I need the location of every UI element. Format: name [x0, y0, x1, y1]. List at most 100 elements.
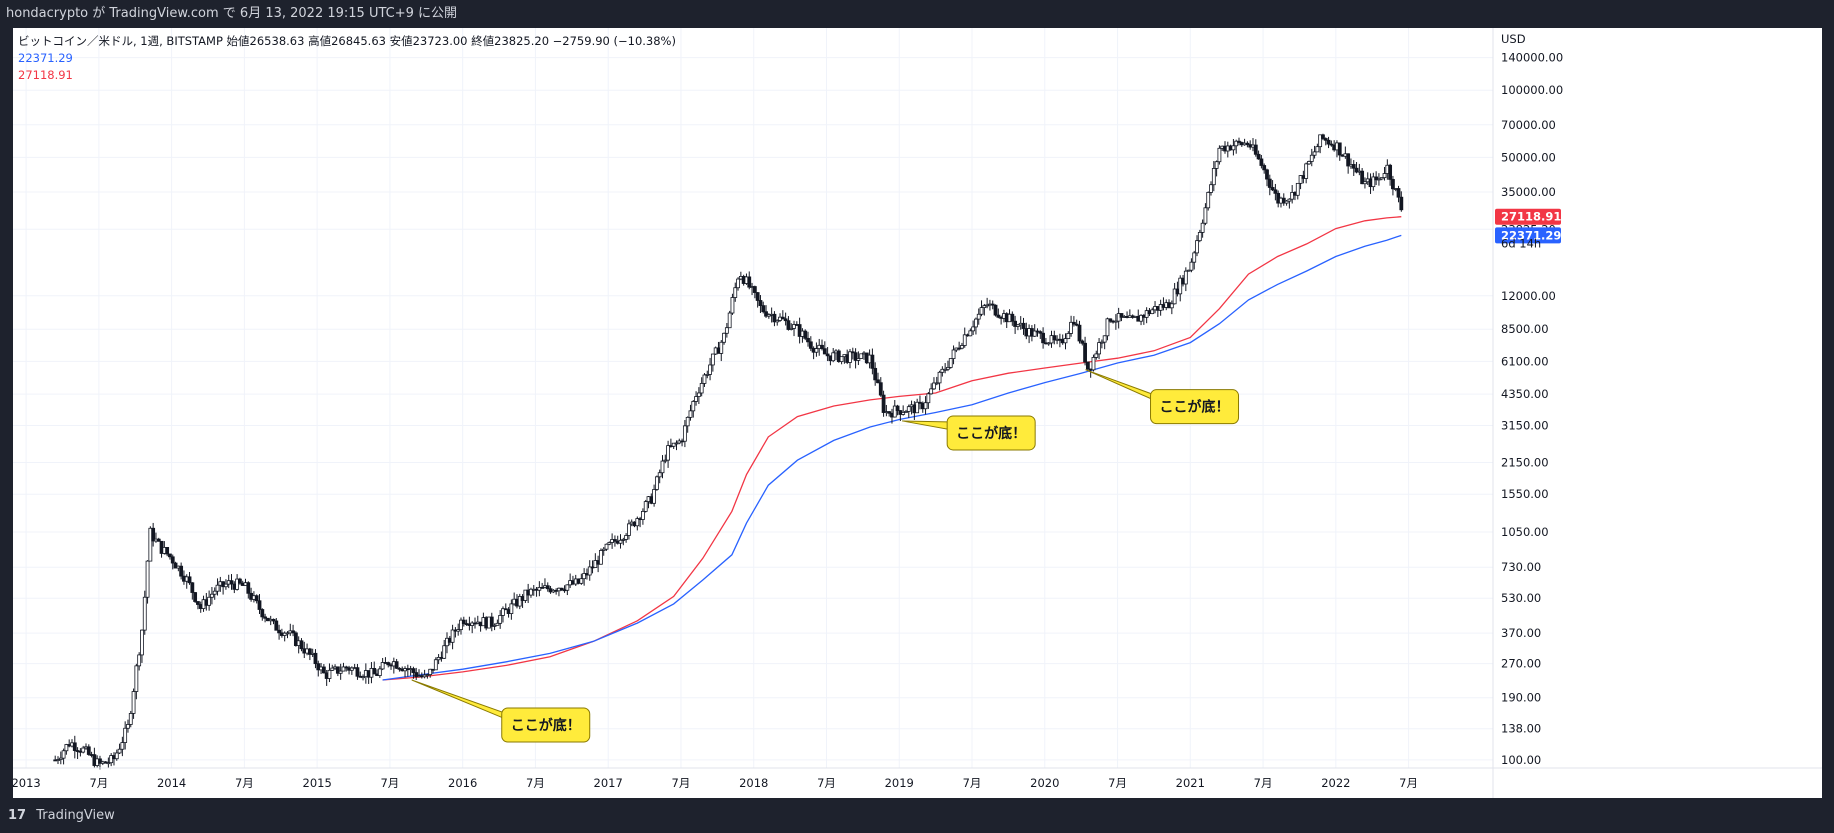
candle-body [501, 608, 505, 616]
candle-body [246, 582, 251, 594]
price-axis-tick-label: 6100.00 [1501, 354, 1549, 368]
candle-body [682, 425, 687, 442]
price-axis-unit: USD [1501, 32, 1526, 46]
candle-body [1186, 269, 1191, 272]
candle-body [545, 585, 550, 590]
price-axis[interactable]: USD 140000.00 100000.00 70000.00 50000.00 35… [1501, 32, 1563, 767]
candle-body [498, 615, 503, 624]
candle-body [137, 654, 142, 667]
price-axis-tick-label: 8500.00 [1501, 322, 1549, 336]
candle-body [411, 668, 416, 673]
candle-body [1391, 179, 1395, 190]
candle-body [990, 303, 995, 306]
price-chart[interactable]: ここが底！ ここが底！ ここが底！ USD 140000.00 100000.00 70… [13, 28, 1822, 798]
candle-body [529, 588, 533, 596]
candle-body [853, 352, 858, 361]
price-axis-tick-label: 70000.00 [1501, 118, 1556, 132]
candle-body [1209, 184, 1213, 193]
candle-body [803, 330, 808, 339]
candle-body [601, 548, 606, 551]
candle-body [624, 535, 629, 540]
candle-body [341, 666, 346, 672]
candle-body [1183, 270, 1188, 285]
candle-body [850, 351, 855, 354]
candle-body [873, 367, 878, 381]
candle-body [540, 587, 545, 589]
candle-body [1388, 164, 1393, 180]
candle-body [126, 724, 130, 729]
candle-body [702, 374, 707, 384]
callout-box [946, 415, 1036, 451]
chart-panel[interactable]: ここが底！ ここが底！ ここが底！ USD 140000.00 100000.00 70… [13, 28, 1822, 798]
candle-body [1321, 134, 1325, 139]
annotations: ここが底！ ここが底！ ここが底！ [411, 369, 1240, 743]
candle-body [1071, 321, 1076, 325]
candle-body [1178, 277, 1183, 295]
candle-body [1354, 167, 1359, 173]
candle-body [960, 345, 964, 349]
candle-body [179, 565, 184, 577]
candle-body [1052, 335, 1057, 341]
candle-body [1016, 324, 1020, 327]
candle-body [895, 405, 900, 411]
candle-body [1038, 331, 1043, 334]
candle-body [797, 324, 802, 337]
candle-body [565, 584, 570, 591]
candle-body [293, 632, 298, 646]
time-axis[interactable]: 2013 7月 2014 7月 2015 7月 2016 7月 2017 7月 2018 7月 2019… [13, 776, 1418, 790]
candle-body [335, 666, 340, 674]
candle-body [654, 476, 659, 490]
price-axis-tick-label: 530.00 [1501, 591, 1541, 605]
candle-body [377, 668, 382, 676]
candle-body [772, 313, 777, 323]
candle-body [459, 619, 463, 630]
candle-body [1360, 170, 1365, 185]
candle-body [848, 351, 852, 363]
callout-box [1150, 389, 1240, 425]
candle-body [1169, 303, 1174, 309]
time-axis-tick-label: 7月 [235, 776, 254, 790]
candle-body [1077, 324, 1082, 342]
candle-body [968, 330, 973, 337]
candle-body [1099, 341, 1104, 344]
candle-body [674, 442, 679, 445]
candle-body [165, 547, 170, 555]
candle-body [1066, 333, 1071, 339]
candle-body [727, 312, 732, 329]
candle-body [699, 383, 704, 394]
ma-red-value: 27118.91 [18, 68, 73, 82]
candle-body [1346, 153, 1351, 167]
candle-body [58, 757, 63, 760]
candle-body [207, 596, 212, 606]
candle-body [1085, 361, 1090, 370]
candle-body [254, 595, 259, 602]
moving-averages [382, 216, 1402, 681]
candle-body [1200, 222, 1205, 233]
candle-body [948, 358, 953, 368]
candle-body [1214, 161, 1219, 169]
candle-body [691, 401, 696, 412]
candle-body [355, 667, 360, 677]
candle-body [1265, 169, 1269, 180]
candle-body [229, 580, 234, 585]
candle-body [652, 489, 656, 504]
candle-body [962, 334, 967, 346]
candle-body [274, 620, 279, 631]
candle-body [349, 667, 354, 671]
candle-body [660, 460, 665, 474]
candle-body [923, 402, 928, 410]
candle-body [1267, 178, 1272, 188]
price-axis-tick-label: 100.00 [1501, 753, 1541, 767]
candle-body [442, 645, 447, 659]
candle-body [1074, 323, 1079, 326]
candle-body [224, 583, 228, 588]
candle-body [976, 313, 981, 320]
candle-body [151, 527, 156, 542]
candle-body [215, 584, 220, 592]
candle-body [1032, 330, 1037, 337]
candle-body [1326, 139, 1331, 145]
price-axis-tick-label: 35000.00 [1501, 185, 1556, 199]
candle-body [1371, 176, 1376, 188]
bar-countdown: 6d 14h [1501, 236, 1541, 250]
